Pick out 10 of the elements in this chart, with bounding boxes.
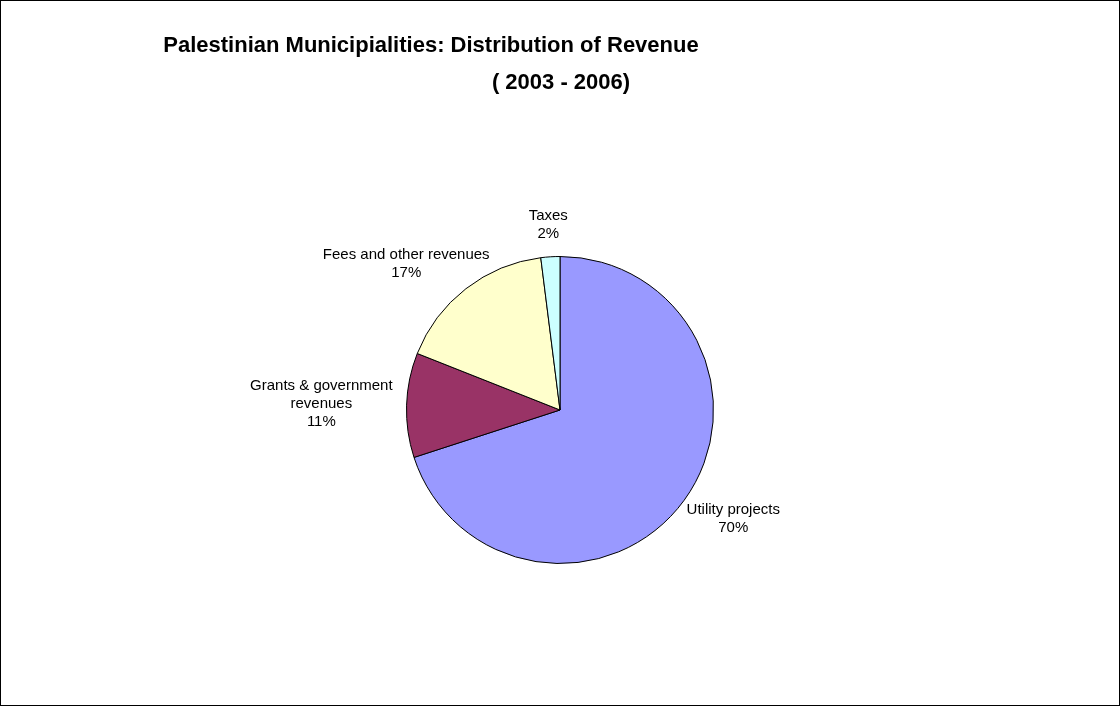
data-label: 17% (391, 262, 422, 280)
data-label: 70% (718, 518, 749, 536)
slice-label: Grants & government revenues (250, 376, 394, 412)
chart-subtitle: ( 2003 - 2006) (490, 69, 632, 95)
data-label: 11% (306, 412, 336, 430)
slice-label: Fees and other revenues (322, 244, 490, 262)
data-label: 2% (537, 224, 560, 242)
chart-title: Palestinian Municipialities: Distribution of Revenue (162, 32, 700, 58)
slice-label: Utility projects (686, 500, 780, 518)
slice-label: Taxes (528, 206, 568, 224)
